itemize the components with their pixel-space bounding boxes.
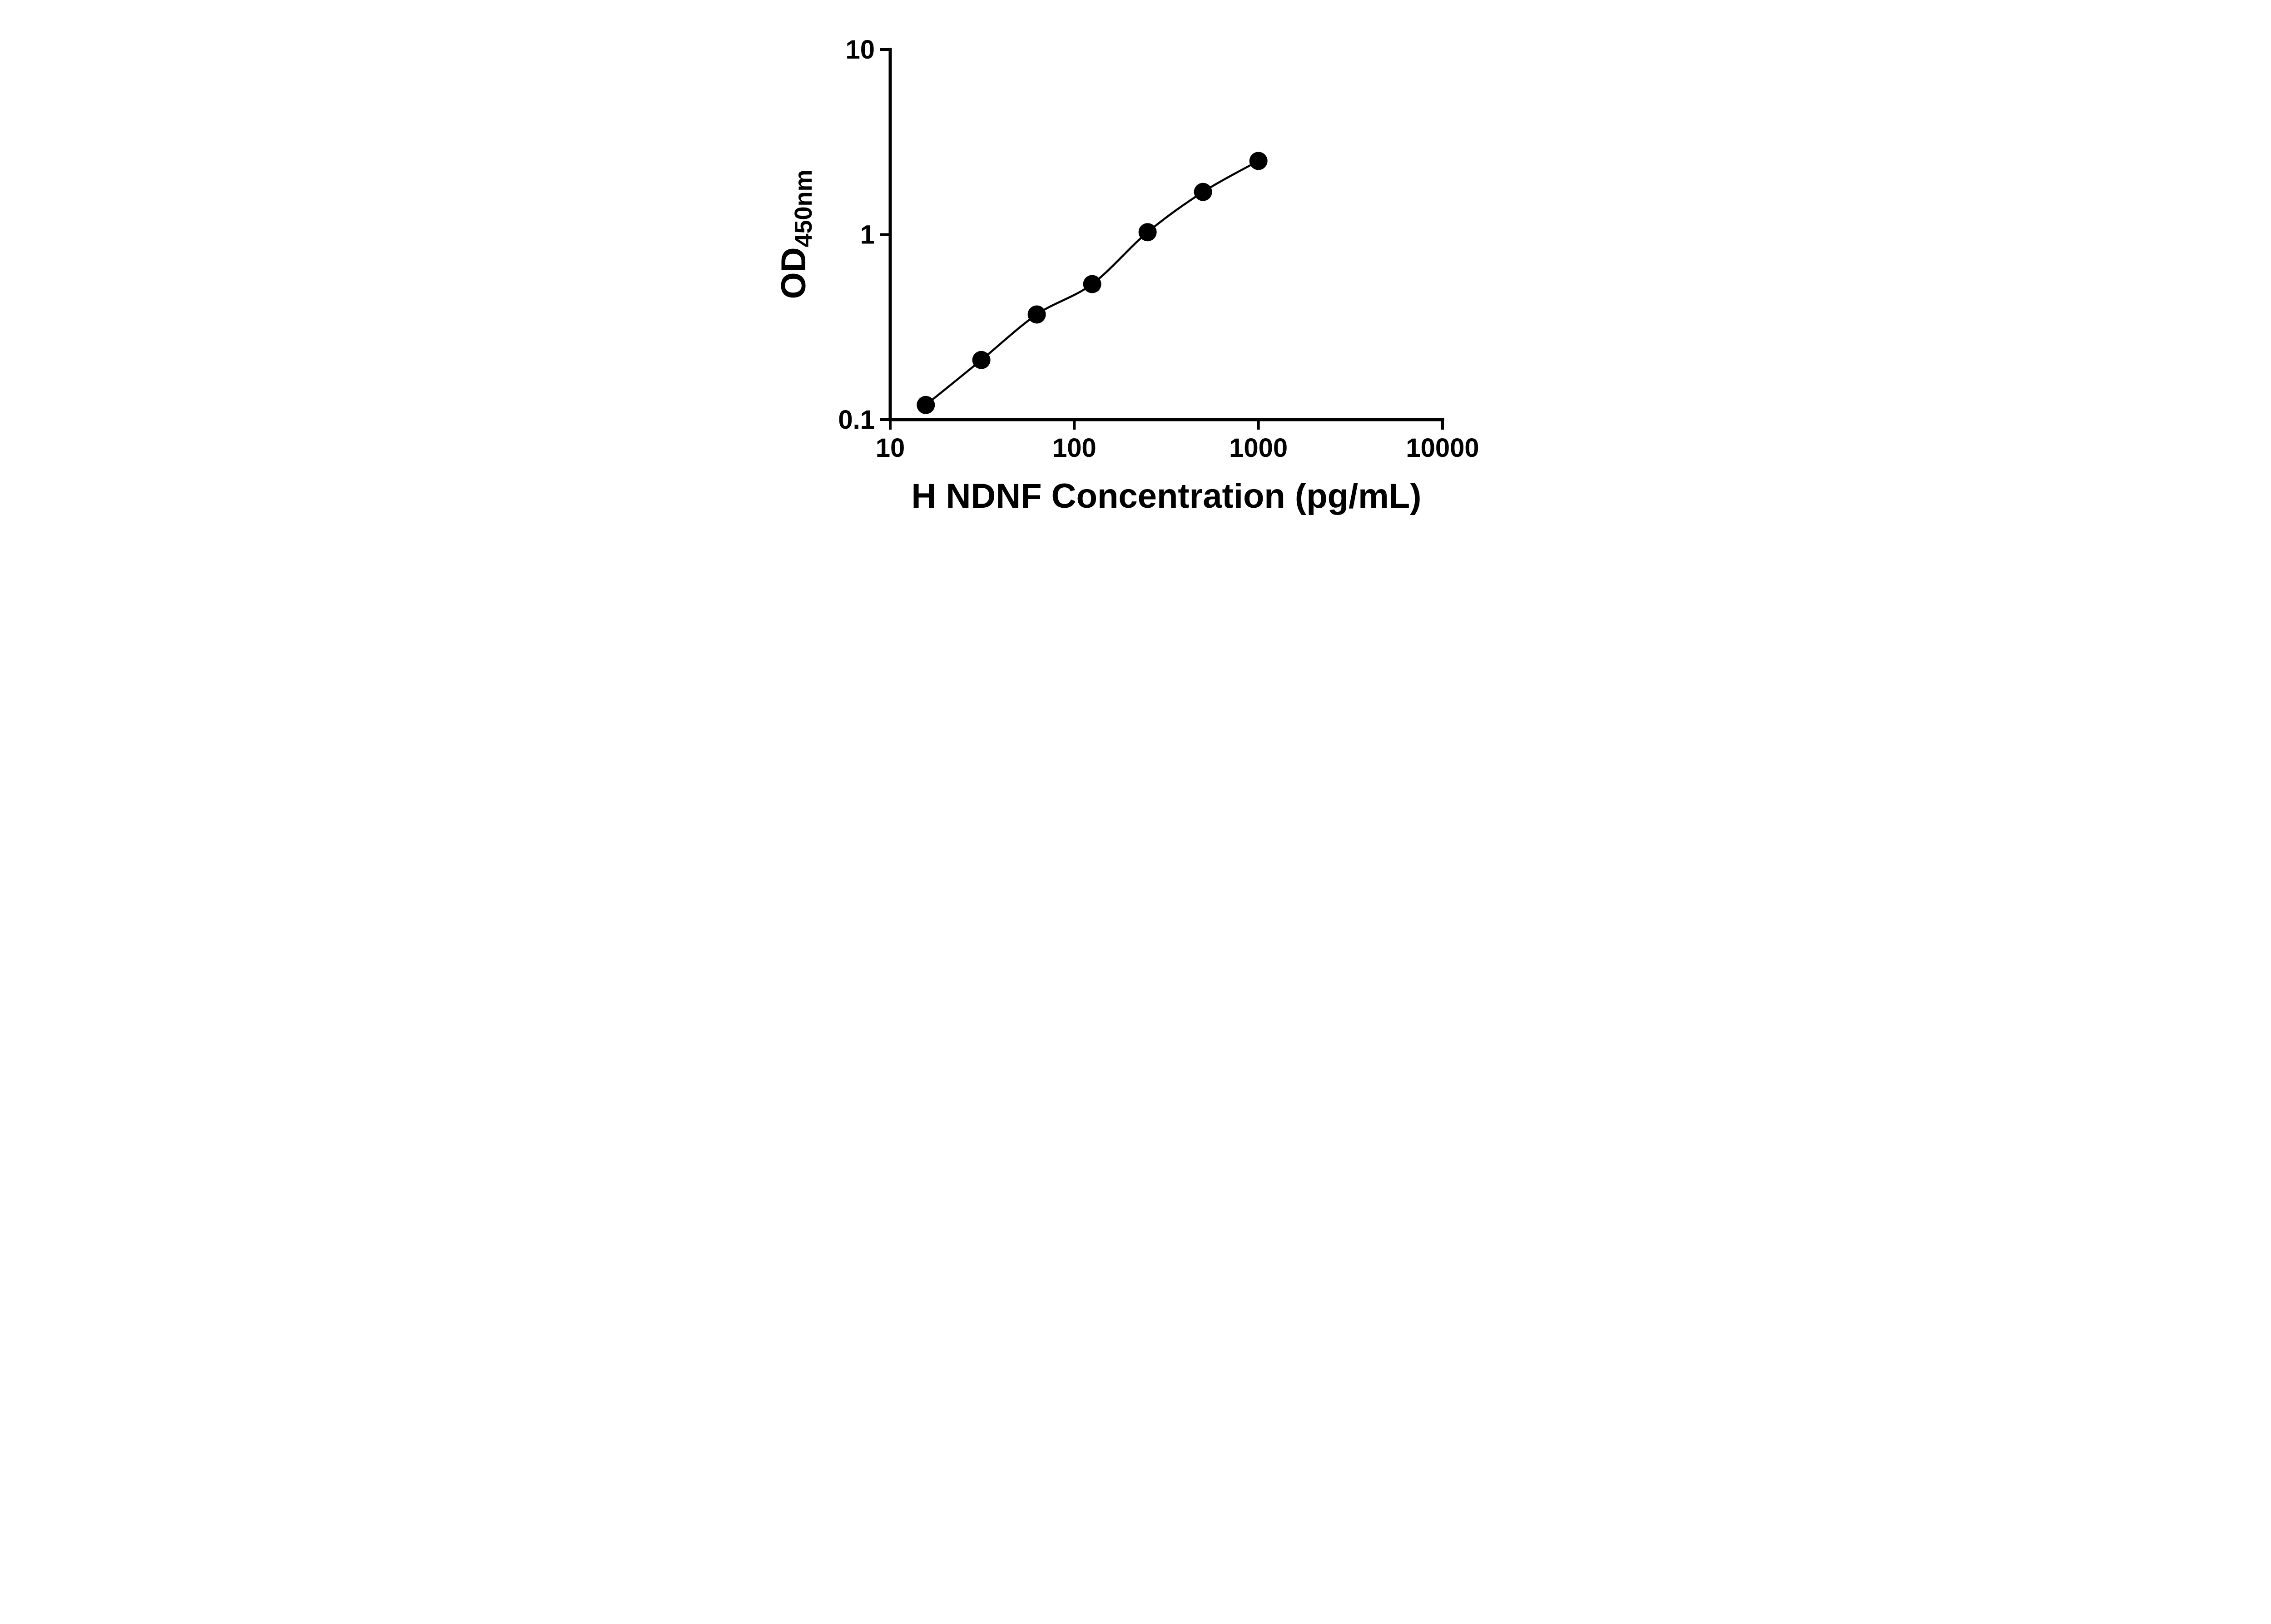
y-tick-label: 1: [860, 220, 875, 250]
x-tick-label: 1000: [1229, 433, 1288, 463]
chart-container: 10 100 1000 10000 0.1 1 10 H NDNF Concentratio…: [752, 0, 1519, 541]
data-point: [1194, 183, 1212, 201]
standard-curve-plot: 10 100 1000 10000 0.1 1 10 H NDNF Concentratio…: [774, 35, 1479, 515]
axis-ticks: 10 100 1000 10000 0.1 1 10: [838, 35, 1479, 463]
y-axis-title-main: OD: [774, 248, 813, 299]
data-point: [1138, 223, 1157, 242]
data-point: [1027, 305, 1046, 324]
y-tick-label: 0.1: [838, 405, 875, 435]
data-point: [972, 351, 991, 369]
x-axis-title: H NDNF Concentration (pg/mL): [911, 477, 1421, 515]
y-axis-title-sub: 450nm: [790, 169, 817, 247]
x-tick-label: 10000: [1406, 433, 1479, 463]
x-tick-label: 10: [876, 433, 905, 463]
x-tick-label: 100: [1052, 433, 1096, 463]
data-point: [1083, 275, 1101, 293]
y-axis-title: OD450nm: [774, 169, 817, 299]
data-point: [917, 396, 935, 414]
plot-series: [917, 152, 1268, 414]
data-point: [1249, 152, 1268, 170]
y-tick-label: 10: [845, 35, 875, 64]
